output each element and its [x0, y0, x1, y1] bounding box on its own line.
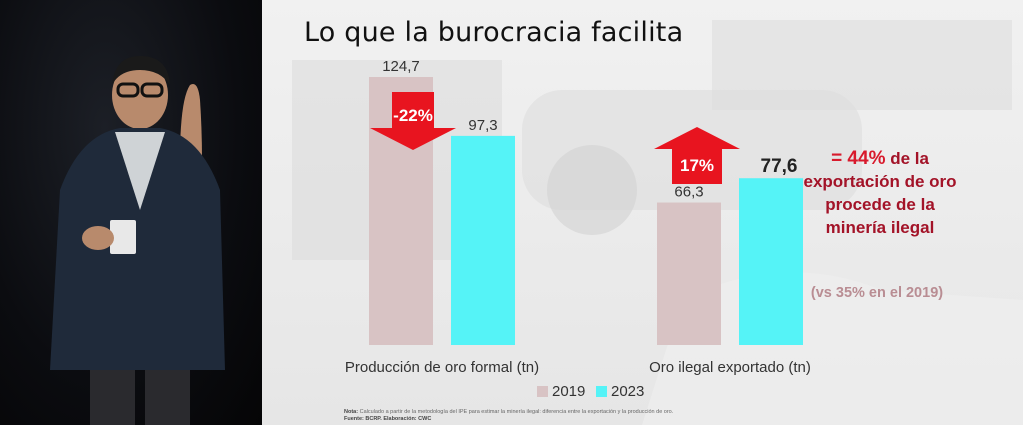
- data-label-2019-1: 66,3: [674, 184, 703, 201]
- legend-label-2023: 2023: [611, 383, 644, 400]
- arrow-up-shape: [654, 127, 740, 184]
- presentation-slide: Lo que la burocracia facilita 124,7 97,3 P…: [262, 0, 1023, 425]
- footnote: Nota: Calculado a partir de la metodolog…: [344, 409, 984, 422]
- speaker-video-area: [0, 0, 262, 425]
- bar-2019-1: [657, 202, 721, 345]
- bar-chart: 124,7 97,3 Producción de oro formal (tn) 66…: [345, 58, 811, 400]
- ilegal-share-callout: = 44% de la exportación de oro procede d…: [800, 147, 960, 239]
- comparison-2019-note: (vs 35% en el 2019): [810, 285, 944, 301]
- slide-background-photo: [292, 20, 1023, 425]
- category-label-1: Oro ilegal exportado (tn): [649, 359, 811, 376]
- change-label-1: 17%: [680, 156, 714, 175]
- footnote-note: Calculado a partir de la metodología del…: [358, 409, 674, 415]
- bar-2023-0: [451, 135, 515, 345]
- arrow-down-shape: [370, 92, 456, 150]
- data-label-2023-1: 77,6: [761, 156, 798, 177]
- data-label-2019-0: 124,7: [382, 58, 420, 75]
- category-label-0: Producción de oro formal (tn): [345, 359, 539, 376]
- footnote-source: Fuente: BCRP. Elaboración: CWC: [344, 415, 432, 422]
- data-label-2023-0: 97,3: [468, 117, 497, 134]
- bar-2023-1: [739, 178, 803, 345]
- legend-label-2019: 2019: [552, 383, 585, 400]
- ilegal-share-pct: = 44%: [831, 148, 886, 169]
- speaker-figure: [50, 55, 225, 425]
- change-label-0: -22%: [393, 106, 433, 125]
- footnote-note-label: Nota:: [344, 409, 359, 415]
- ilegal-share-text: de la exportación de oro procede de la m…: [803, 149, 957, 237]
- legend-swatch-2019: [537, 386, 548, 397]
- slide-title: Lo que la burocracia facilita: [304, 17, 684, 48]
- legend-swatch-2023: [596, 386, 607, 397]
